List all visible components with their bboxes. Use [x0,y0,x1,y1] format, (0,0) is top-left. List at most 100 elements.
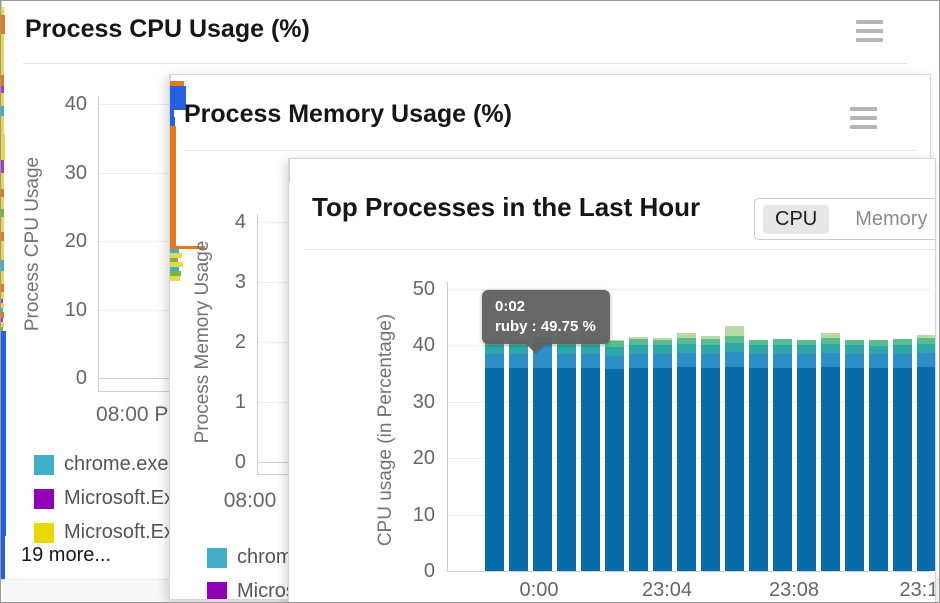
y-axis-line [447,281,448,571]
bar-segment [629,339,648,346]
stacked-bar[interactable] [821,333,840,571]
bar-segment [893,339,912,346]
stacked-bar[interactable] [677,333,696,571]
bar-segment [749,345,768,354]
window-top-processes: Top Processes in the Last Hour CPU Memor… [288,158,936,602]
bar-segment [749,353,768,368]
stacked-bar[interactable] [869,340,888,571]
series-mark [170,262,183,267]
memory-window-title: Process Memory Usage (%) [184,100,512,128]
x-tick-label: 23:04 [641,579,693,601]
bar-segment [821,337,840,345]
spike-bar[interactable] [1,536,5,602]
noise-bar [1,15,5,35]
stacked-bar[interactable] [485,339,504,571]
bar-segment [629,367,648,571]
hamburger-menu-icon[interactable] [856,20,883,42]
stacked-bar[interactable] [653,338,672,571]
more-processes-link[interactable]: 19 more... [21,544,112,566]
bar-segment [533,367,552,571]
stacked-bar[interactable] [749,339,768,571]
bar-segment [773,345,792,354]
stacked-bar[interactable] [557,336,576,571]
stacked-bar[interactable] [509,339,528,571]
stacked-bar-highlighted[interactable] [533,336,552,571]
noise-bar [1,172,4,190]
bar-segment [557,345,576,354]
series-mark [170,110,174,117]
y-axis-line [98,96,99,391]
cpu-legend-item[interactable]: Microsoft.Ex [34,521,174,544]
x-tick-label: 0:00 [519,579,559,601]
bar-segment [581,345,600,354]
noise-bar [1,284,4,293]
stacked-bar[interactable] [797,339,816,571]
y-tick-label: 40 [64,93,87,115]
header-divider [184,150,916,151]
stacked-bar[interactable] [917,335,935,571]
series-mark [170,271,181,276]
noise-bar [1,327,3,331]
cpu-legend-item[interactable]: Microsoft.Ex [34,487,174,510]
bar-segment [869,340,888,346]
noise-bar [1,311,4,318]
stacked-bar[interactable] [893,339,912,571]
bar-segment [869,345,888,355]
chart-tooltip: 0:02 ruby : 49.75 % [482,290,610,354]
memory-x-tick-label: 08:00 [223,489,277,512]
series-mark [170,258,178,262]
noise-bar [1,317,3,322]
bar-segment [845,339,864,346]
series-mark [170,249,179,253]
spike-bar[interactable] [1,330,6,537]
legend-swatch [34,488,54,509]
stacked-bar[interactable] [701,336,720,571]
bar-segment [845,367,864,571]
bar-segment [893,345,912,354]
bar-segment [725,352,744,367]
cpu-legend-item[interactable]: chrome.exe [34,453,174,476]
bar-segment [845,345,864,354]
toggle-memory-button[interactable]: Memory [855,207,928,230]
stacked-bar[interactable] [845,339,864,571]
top-processes-title: Top Processes in the Last Hour [312,192,701,222]
x-axis-tick [289,171,290,177]
bar-segment [557,367,576,571]
stacked-bar[interactable] [605,339,624,571]
series-mark [170,246,205,249]
y-tick-label: 30 [412,390,435,413]
noise-bar [1,241,4,261]
stacked-bar[interactable] [725,325,744,571]
stacked-bar[interactable] [581,335,600,571]
y-tick-label: 2 [234,331,246,353]
noise-bar [1,34,4,61]
y-tick-label: 4 [234,211,246,233]
y-tick-label: 3 [234,271,246,293]
stacked-bar[interactable] [629,336,648,571]
bar-segment [509,345,528,354]
hamburger-menu-icon[interactable] [850,107,877,129]
bar-segment [701,367,720,571]
noise-bar [1,308,3,312]
y-tick-label: 20 [412,447,435,470]
bar-segment [701,336,720,340]
noise-bar [1,321,4,328]
legend-swatch [207,581,227,599]
y-tick-label: 30 [64,161,87,184]
stacked-bar[interactable] [773,339,792,571]
header-divider [23,63,907,64]
legend-label: Microsoft.Ex [64,487,175,509]
bar-segment [773,367,792,571]
y-tick-label: 50 [412,278,435,300]
noise-bar [1,216,4,233]
bar-segment [605,369,624,571]
series-mark [170,126,176,246]
y-tick-label: 40 [412,334,435,357]
legend-swatch [34,522,54,543]
toggle-cpu-button[interactable]: CPU [763,204,830,234]
bar-segment [821,366,840,571]
y-tick-label: 1 [234,391,246,413]
bar-segment [725,335,744,344]
series-mark [170,86,186,110]
